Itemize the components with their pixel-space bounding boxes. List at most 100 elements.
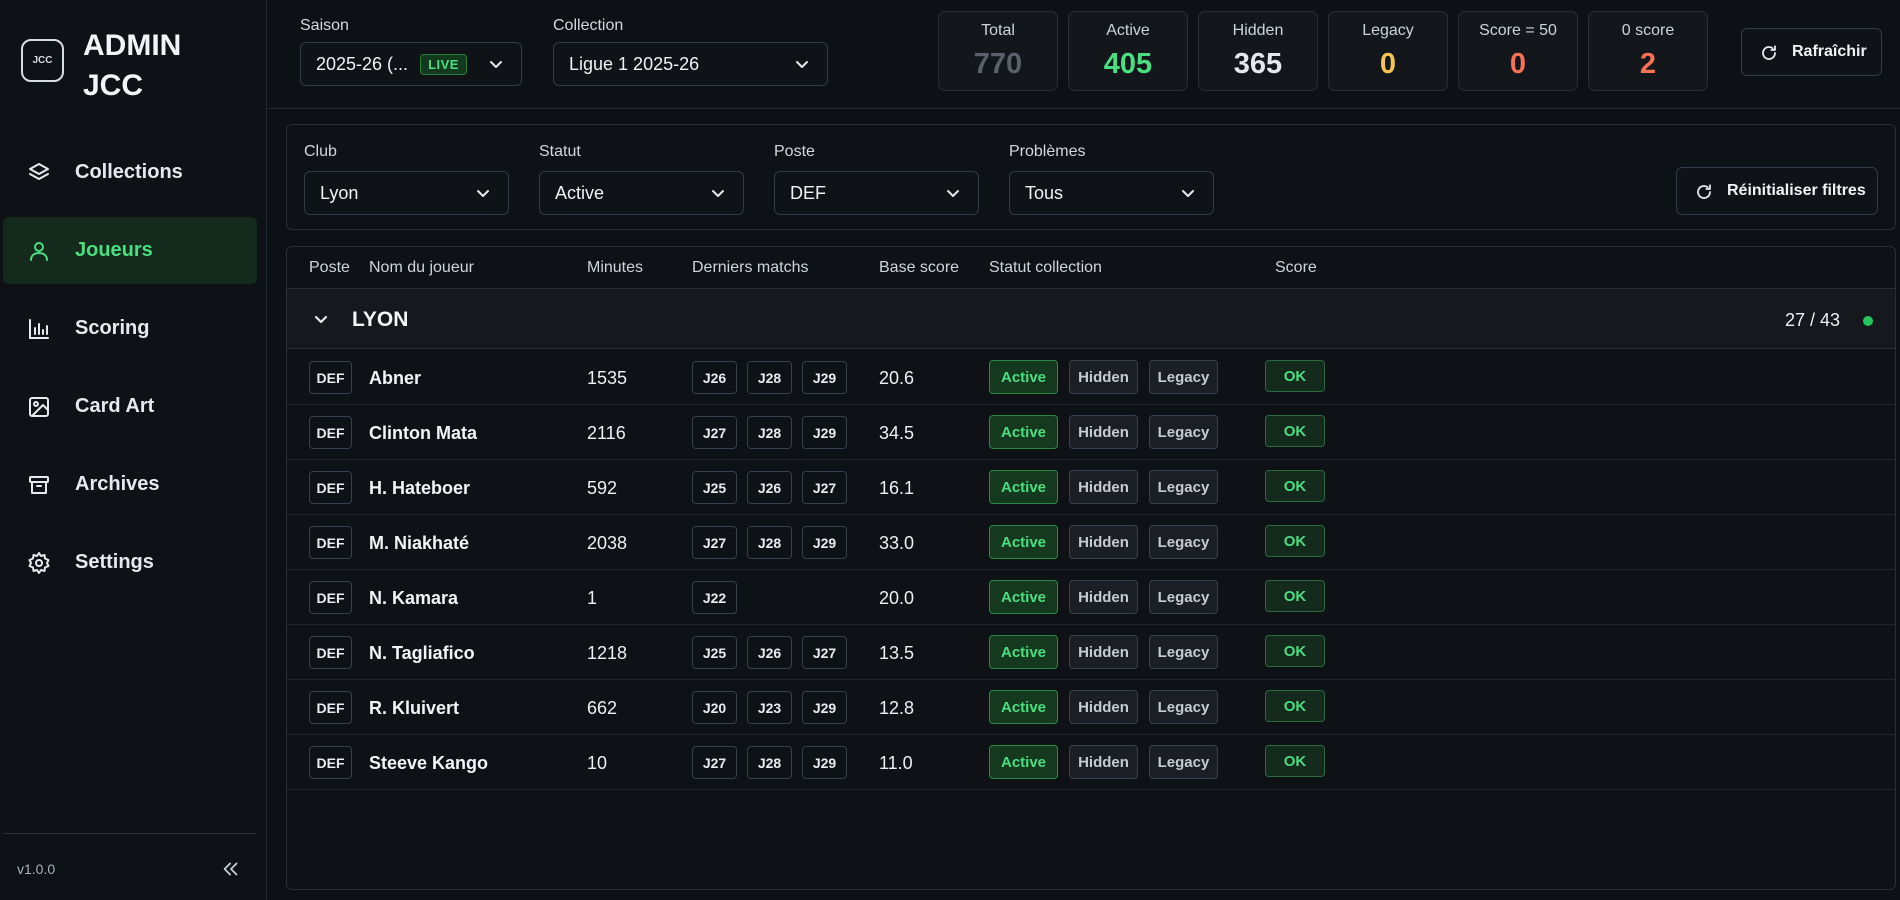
sidebar-item-card-art[interactable]: Card Art — [3, 373, 257, 440]
table-row[interactable]: DEF R. Kluivert 662 J20 J23 J29 12.8 Active Hidd… — [287, 680, 1895, 735]
club-group-name: LYON — [352, 308, 409, 331]
col-header-score: Score — [1275, 259, 1317, 276]
col-header-base-score: Base score — [879, 259, 960, 276]
table-row[interactable]: DEF Steeve Kango 10 J27 J28 J29 11.0 Active Hidd… — [287, 735, 1895, 790]
status-legacy-button[interactable]: Legacy — [1149, 470, 1218, 504]
status-legacy-button[interactable]: Legacy — [1149, 415, 1218, 449]
poste-select[interactable]: DEF — [774, 171, 979, 215]
layers-icon — [29, 163, 49, 180]
player-name: Steeve Kango — [369, 753, 489, 773]
sidebar-item-archives[interactable]: Archives — [3, 451, 257, 518]
match-chip: J26 — [747, 471, 792, 504]
sidebar-item-joueurs[interactable]: Joueurs — [3, 217, 257, 284]
status-active-button[interactable]: Active — [989, 415, 1058, 449]
col-header-matchs: Derniers matchs — [692, 259, 809, 276]
statut-select[interactable]: Active — [539, 171, 744, 215]
sidebar-item-label: Archives — [75, 473, 160, 495]
poste-label: Poste — [774, 143, 815, 160]
sidebar-item-settings[interactable]: Settings — [3, 529, 257, 596]
refresh-icon — [1762, 45, 1776, 60]
stat-label: Hidden — [1232, 22, 1284, 39]
status-active-button[interactable]: Active — [989, 635, 1058, 669]
col-header-minutes: Minutes — [587, 259, 644, 276]
status-hidden-button[interactable]: Hidden — [1069, 745, 1138, 779]
match-chip: J29 — [802, 691, 847, 724]
refresh-button[interactable]: Rafraîchir — [1741, 28, 1882, 76]
reset-filters-button[interactable]: Réinitialiser filtres — [1676, 167, 1878, 215]
status-legacy-button[interactable]: Legacy — [1149, 690, 1218, 724]
status-active-button[interactable]: Active — [989, 580, 1058, 614]
status-legacy-button[interactable]: Legacy — [1149, 360, 1218, 394]
score-status-badge: OK — [1265, 360, 1325, 392]
stat-value: 365 — [1233, 48, 1283, 80]
chevron-down-icon[interactable] — [313, 312, 329, 328]
club-label: Club — [304, 143, 337, 160]
problemes-value: Tous — [1025, 182, 1064, 203]
table-row[interactable]: DEF H. Hateboer 592 J25 J26 J27 16.1 Active Hidd… — [287, 460, 1895, 515]
sidebar-item-label: Card Art — [75, 395, 155, 417]
stat-card-legacy: Legacy 0 — [1328, 11, 1448, 91]
collection-select[interactable]: Ligue 1 2025-26 — [553, 42, 828, 86]
refresh-label: Rafraîchir — [1792, 43, 1867, 60]
saison-select[interactable]: 2025-26 (... LIVE — [300, 42, 522, 86]
status-hidden-button[interactable]: Hidden — [1069, 635, 1138, 669]
status-active-button[interactable]: Active — [989, 470, 1058, 504]
poste-value: DEF — [790, 182, 826, 203]
match-chip: J25 — [692, 471, 737, 504]
collapse-sidebar-icon[interactable] — [220, 858, 242, 880]
table-row[interactable]: DEF N. Tagliafico 1218 J25 J26 J27 13.5 Active H… — [287, 625, 1895, 680]
archive-icon — [29, 476, 49, 494]
collection-label: Collection — [553, 17, 624, 34]
match-chip: J27 — [692, 526, 737, 559]
status-active-button[interactable]: Active — [989, 690, 1058, 724]
sidebar-item-collections[interactable]: Collections — [3, 139, 257, 206]
club-group-count: 27 / 43 — [1785, 310, 1841, 330]
club-select[interactable]: Lyon — [304, 171, 509, 215]
position-chip: DEF — [309, 746, 352, 779]
status-legacy-button[interactable]: Legacy — [1149, 635, 1218, 669]
status-hidden-button[interactable]: Hidden — [1069, 525, 1138, 559]
status-active-button[interactable]: Active — [989, 525, 1058, 559]
match-chip: J29 — [802, 361, 847, 394]
status-hidden-button[interactable]: Hidden — [1069, 360, 1138, 394]
player-name: H. Hateboer — [369, 478, 471, 498]
club-value: Lyon — [320, 182, 359, 203]
table-row[interactable]: DEF N. Kamara 1 J22 20.0 Active Hidden Legacy OK — [287, 570, 1895, 625]
player-minutes: 1 — [587, 588, 598, 608]
table-row[interactable]: DEF Abner 1535 J26 J28 J29 20.6 Active Hidden Leg… — [287, 350, 1895, 405]
status-hidden-button[interactable]: Hidden — [1069, 415, 1138, 449]
score-status-badge: OK — [1265, 580, 1325, 612]
table-row[interactable]: DEF M. Niakhaté 2038 J27 J28 J29 33.0 Active Hid… — [287, 515, 1895, 570]
sidebar-item-label: Joueurs — [75, 239, 153, 261]
status-active-button[interactable]: Active — [989, 360, 1058, 394]
club-group-row[interactable]: LYON 27 / 43 — [287, 289, 1895, 349]
score-status-badge: OK — [1265, 745, 1325, 777]
status-legacy-button[interactable]: Legacy — [1149, 580, 1218, 614]
player-name: M. Niakhaté — [369, 533, 470, 553]
player-minutes: 592 — [587, 478, 618, 498]
match-chip: J29 — [802, 746, 847, 779]
status-hidden-button[interactable]: Hidden — [1069, 470, 1138, 504]
col-header-nom: Nom du joueur — [369, 259, 474, 276]
col-header-statut: Statut collection — [989, 259, 1102, 276]
match-chip: J26 — [692, 361, 737, 394]
sidebar-item-label: Settings — [75, 551, 154, 573]
sidebar-item-scoring[interactable]: Scoring — [3, 295, 257, 362]
position-chip: DEF — [309, 361, 352, 394]
base-score: 12.8 — [879, 698, 915, 718]
stat-label: Total — [981, 22, 1015, 39]
status-dot — [1863, 316, 1873, 326]
col-header-poste: Poste — [309, 259, 350, 276]
status-hidden-button[interactable]: Hidden — [1069, 690, 1138, 724]
status-legacy-button[interactable]: Legacy — [1149, 745, 1218, 779]
status-active-button[interactable]: Active — [989, 745, 1058, 779]
status-hidden-button[interactable]: Hidden — [1069, 580, 1138, 614]
chevron-down-icon — [1182, 190, 1194, 197]
status-legacy-button[interactable]: Legacy — [1149, 525, 1218, 559]
problemes-select[interactable]: Tous — [1009, 171, 1214, 215]
stat-card-total: Total 770 — [938, 11, 1058, 91]
table-row[interactable]: DEF Clinton Mata 2116 J27 J28 J29 34.5 Active Hi… — [287, 405, 1895, 460]
chevron-down-icon — [712, 190, 724, 197]
refresh-icon — [1697, 184, 1711, 199]
score-status-badge: OK — [1265, 635, 1325, 667]
